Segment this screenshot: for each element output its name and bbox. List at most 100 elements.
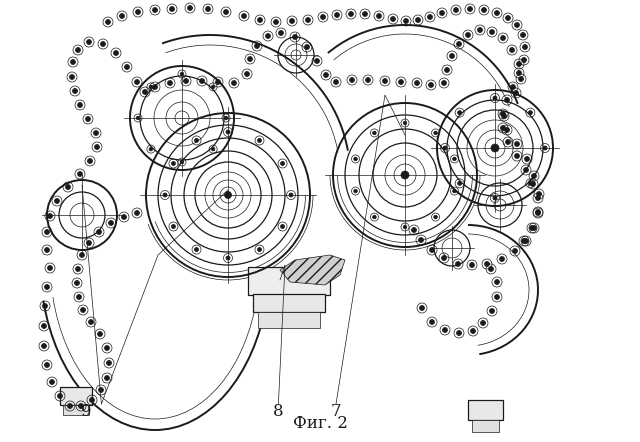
- Circle shape: [42, 304, 47, 309]
- Circle shape: [481, 8, 486, 12]
- Circle shape: [232, 80, 237, 85]
- Circle shape: [516, 61, 522, 66]
- Circle shape: [45, 362, 49, 367]
- Circle shape: [270, 90, 510, 330]
- Circle shape: [372, 131, 376, 135]
- Circle shape: [513, 248, 518, 254]
- Circle shape: [100, 42, 106, 46]
- Circle shape: [500, 126, 506, 130]
- Text: 9: 9: [81, 404, 92, 420]
- Circle shape: [495, 294, 499, 300]
- Text: 8: 8: [273, 404, 284, 420]
- Circle shape: [77, 103, 83, 107]
- Circle shape: [488, 267, 493, 271]
- Circle shape: [143, 89, 147, 95]
- Circle shape: [419, 237, 424, 243]
- Circle shape: [543, 146, 547, 150]
- Circle shape: [504, 98, 509, 103]
- Circle shape: [522, 57, 527, 62]
- Circle shape: [470, 328, 476, 334]
- Circle shape: [470, 263, 474, 267]
- Circle shape: [529, 181, 532, 185]
- Circle shape: [305, 45, 310, 50]
- Circle shape: [490, 30, 495, 34]
- Circle shape: [412, 228, 417, 232]
- Circle shape: [95, 145, 99, 149]
- Circle shape: [136, 9, 141, 15]
- Circle shape: [106, 19, 111, 24]
- Circle shape: [415, 80, 419, 85]
- Circle shape: [456, 262, 461, 267]
- Circle shape: [47, 213, 52, 218]
- Circle shape: [257, 138, 262, 142]
- Circle shape: [321, 15, 326, 19]
- Circle shape: [97, 229, 102, 235]
- Circle shape: [536, 210, 541, 214]
- Circle shape: [456, 42, 461, 46]
- Circle shape: [74, 281, 79, 286]
- Circle shape: [195, 248, 198, 251]
- Circle shape: [390, 16, 396, 22]
- Circle shape: [536, 191, 541, 197]
- Circle shape: [122, 214, 127, 220]
- Circle shape: [172, 161, 175, 165]
- Circle shape: [522, 45, 527, 50]
- Circle shape: [211, 147, 215, 151]
- Circle shape: [49, 380, 54, 385]
- Circle shape: [491, 144, 499, 152]
- Bar: [248, 267, 330, 295]
- Circle shape: [76, 267, 81, 271]
- Circle shape: [502, 114, 506, 118]
- Circle shape: [244, 72, 250, 76]
- Circle shape: [401, 171, 409, 179]
- Circle shape: [429, 83, 433, 88]
- Circle shape: [515, 23, 520, 27]
- Circle shape: [467, 7, 472, 11]
- Circle shape: [323, 72, 328, 77]
- Circle shape: [493, 196, 497, 200]
- Circle shape: [125, 65, 129, 69]
- Circle shape: [67, 404, 72, 408]
- Circle shape: [93, 130, 99, 136]
- Circle shape: [72, 88, 77, 94]
- Circle shape: [86, 240, 92, 245]
- Circle shape: [273, 19, 278, 24]
- Circle shape: [136, 116, 140, 120]
- Circle shape: [458, 181, 461, 185]
- Circle shape: [429, 320, 435, 324]
- Circle shape: [255, 43, 259, 49]
- Circle shape: [152, 8, 157, 12]
- Circle shape: [76, 47, 81, 53]
- Circle shape: [149, 85, 153, 89]
- Circle shape: [372, 215, 376, 219]
- Circle shape: [109, 221, 113, 225]
- Circle shape: [45, 248, 49, 252]
- Circle shape: [257, 248, 262, 251]
- Circle shape: [163, 193, 167, 197]
- Circle shape: [65, 184, 70, 190]
- Circle shape: [106, 361, 111, 366]
- Circle shape: [442, 255, 447, 260]
- Circle shape: [226, 130, 230, 134]
- Circle shape: [86, 117, 90, 122]
- Circle shape: [415, 18, 420, 23]
- Circle shape: [458, 110, 461, 114]
- Circle shape: [499, 256, 504, 262]
- Polygon shape: [280, 255, 345, 285]
- Circle shape: [113, 50, 118, 56]
- Circle shape: [205, 7, 211, 11]
- Circle shape: [442, 80, 447, 85]
- Circle shape: [516, 71, 522, 76]
- Circle shape: [180, 160, 184, 164]
- Circle shape: [477, 27, 483, 33]
- Circle shape: [511, 84, 515, 89]
- Circle shape: [289, 19, 294, 23]
- Circle shape: [349, 11, 353, 16]
- Circle shape: [399, 80, 403, 84]
- Circle shape: [354, 157, 357, 161]
- Circle shape: [531, 174, 536, 179]
- Circle shape: [292, 34, 298, 39]
- Circle shape: [81, 308, 86, 312]
- Circle shape: [55, 60, 355, 360]
- Circle shape: [434, 215, 437, 219]
